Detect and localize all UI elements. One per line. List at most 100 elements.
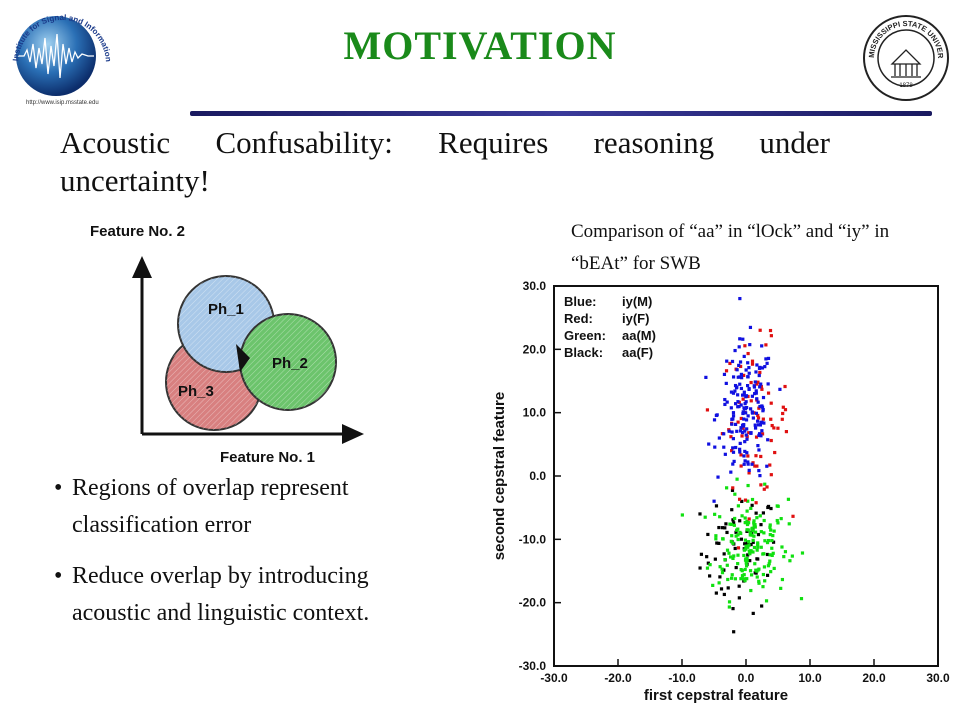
scatter-point bbox=[730, 508, 734, 512]
scatter-point bbox=[745, 406, 749, 410]
scatter-point bbox=[746, 460, 750, 464]
bullet-item: Reduce overlap by introducing acoustic a… bbox=[52, 558, 402, 632]
scatter-point bbox=[743, 538, 748, 542]
scatter-point bbox=[732, 630, 736, 634]
scatter-point bbox=[768, 328, 773, 333]
scatter-point bbox=[753, 525, 757, 529]
scatter-point bbox=[717, 581, 721, 585]
bullet-item: Regions of overlap represent classificat… bbox=[52, 470, 402, 544]
scatter-point bbox=[729, 435, 733, 439]
scatter-point bbox=[732, 523, 736, 527]
scatter-point bbox=[753, 571, 757, 575]
scatter-point bbox=[754, 370, 758, 374]
scatter-point bbox=[740, 434, 744, 438]
legend-label: Red: bbox=[564, 311, 593, 326]
scatter-point bbox=[717, 436, 721, 440]
scatter-point bbox=[759, 530, 763, 534]
scatter-point bbox=[736, 504, 740, 508]
scatter-point bbox=[772, 566, 776, 571]
scatter-point bbox=[744, 394, 749, 398]
scatter-point bbox=[750, 526, 754, 530]
scatter-point bbox=[761, 417, 765, 421]
scatter-point bbox=[786, 497, 791, 501]
scatter-point bbox=[747, 540, 751, 544]
scatter-point bbox=[737, 363, 741, 367]
scatter-point bbox=[722, 568, 726, 572]
scatter-point bbox=[743, 429, 747, 433]
scatter-point bbox=[766, 391, 771, 395]
scatter-series bbox=[680, 477, 805, 609]
scatter-point bbox=[739, 464, 743, 468]
scatter-point bbox=[800, 551, 805, 555]
scatter-point bbox=[733, 516, 737, 521]
scatter-point bbox=[747, 431, 751, 435]
scatter-point bbox=[755, 363, 759, 367]
scatter-point bbox=[743, 498, 748, 502]
scatter-point bbox=[743, 516, 747, 520]
scatter-point bbox=[756, 444, 760, 448]
scatter-point bbox=[760, 429, 764, 433]
scatter-point bbox=[779, 517, 783, 521]
scatter-point bbox=[768, 525, 772, 529]
scatter-point bbox=[758, 474, 762, 478]
scatter-point bbox=[736, 553, 740, 557]
scatter-point bbox=[744, 400, 748, 404]
scatter-point bbox=[749, 431, 753, 435]
scatter-point bbox=[757, 373, 761, 378]
x-tick-label: -20.0 bbox=[604, 671, 632, 685]
scatter-point bbox=[742, 417, 746, 421]
scatter-point bbox=[746, 553, 750, 557]
scatter-point bbox=[747, 371, 751, 375]
scatter-point bbox=[778, 387, 782, 391]
scatter-point bbox=[746, 351, 750, 356]
scatter-point bbox=[748, 533, 752, 537]
scatter-point bbox=[768, 523, 772, 527]
scatter-point bbox=[739, 453, 743, 457]
scatter-point bbox=[714, 504, 719, 508]
scatter-point bbox=[742, 354, 746, 359]
y-tick-label: -30.0 bbox=[519, 659, 547, 673]
scatter-point bbox=[761, 511, 766, 515]
scatter-point bbox=[732, 521, 736, 525]
scatter-point bbox=[753, 426, 758, 430]
scatter-point bbox=[775, 504, 779, 508]
scatter-point bbox=[764, 357, 768, 361]
scatter-point bbox=[755, 575, 759, 579]
scatter-point bbox=[750, 362, 755, 366]
scatter-point bbox=[771, 533, 775, 538]
scatter-point bbox=[747, 471, 751, 475]
scatter-point bbox=[736, 546, 741, 550]
scatter-point bbox=[765, 540, 770, 545]
scatter-point bbox=[739, 403, 743, 407]
scatter-point bbox=[769, 334, 773, 338]
scatter-point bbox=[756, 545, 760, 549]
scatter-point bbox=[788, 559, 792, 563]
scatter-point bbox=[749, 407, 753, 411]
scatter-point bbox=[742, 548, 747, 552]
scatter-point bbox=[734, 402, 738, 406]
scatter-point bbox=[735, 477, 739, 481]
venn-circle-label: Ph_1 bbox=[208, 301, 244, 318]
scatter-point bbox=[749, 506, 753, 511]
scatter-point bbox=[729, 390, 734, 394]
scatter-point bbox=[730, 422, 734, 426]
scatter-point bbox=[782, 555, 786, 559]
scatter-point bbox=[771, 540, 776, 544]
scatter-point bbox=[720, 571, 725, 575]
logo-url: http://www.isip.msstate.edu bbox=[26, 100, 99, 106]
chart-caption: Comparison of “aa” in “lOck” and “iy” in… bbox=[571, 221, 890, 274]
scatter-point bbox=[749, 549, 753, 553]
scatter-point bbox=[752, 385, 757, 389]
scatter-point bbox=[766, 438, 770, 442]
subtitle: Acoustic Confusability: Requires reasoni… bbox=[60, 125, 830, 198]
scatter-point bbox=[748, 531, 752, 535]
scatter-point bbox=[757, 406, 761, 410]
scatter-point bbox=[750, 394, 754, 398]
scatter-point bbox=[766, 356, 771, 361]
scatter-point bbox=[753, 380, 757, 384]
legend-value: iy(F) bbox=[622, 311, 649, 326]
scatter-point bbox=[765, 552, 770, 557]
scatter-point bbox=[746, 528, 750, 532]
scatter-point bbox=[787, 522, 791, 526]
scatter-point bbox=[714, 591, 718, 595]
